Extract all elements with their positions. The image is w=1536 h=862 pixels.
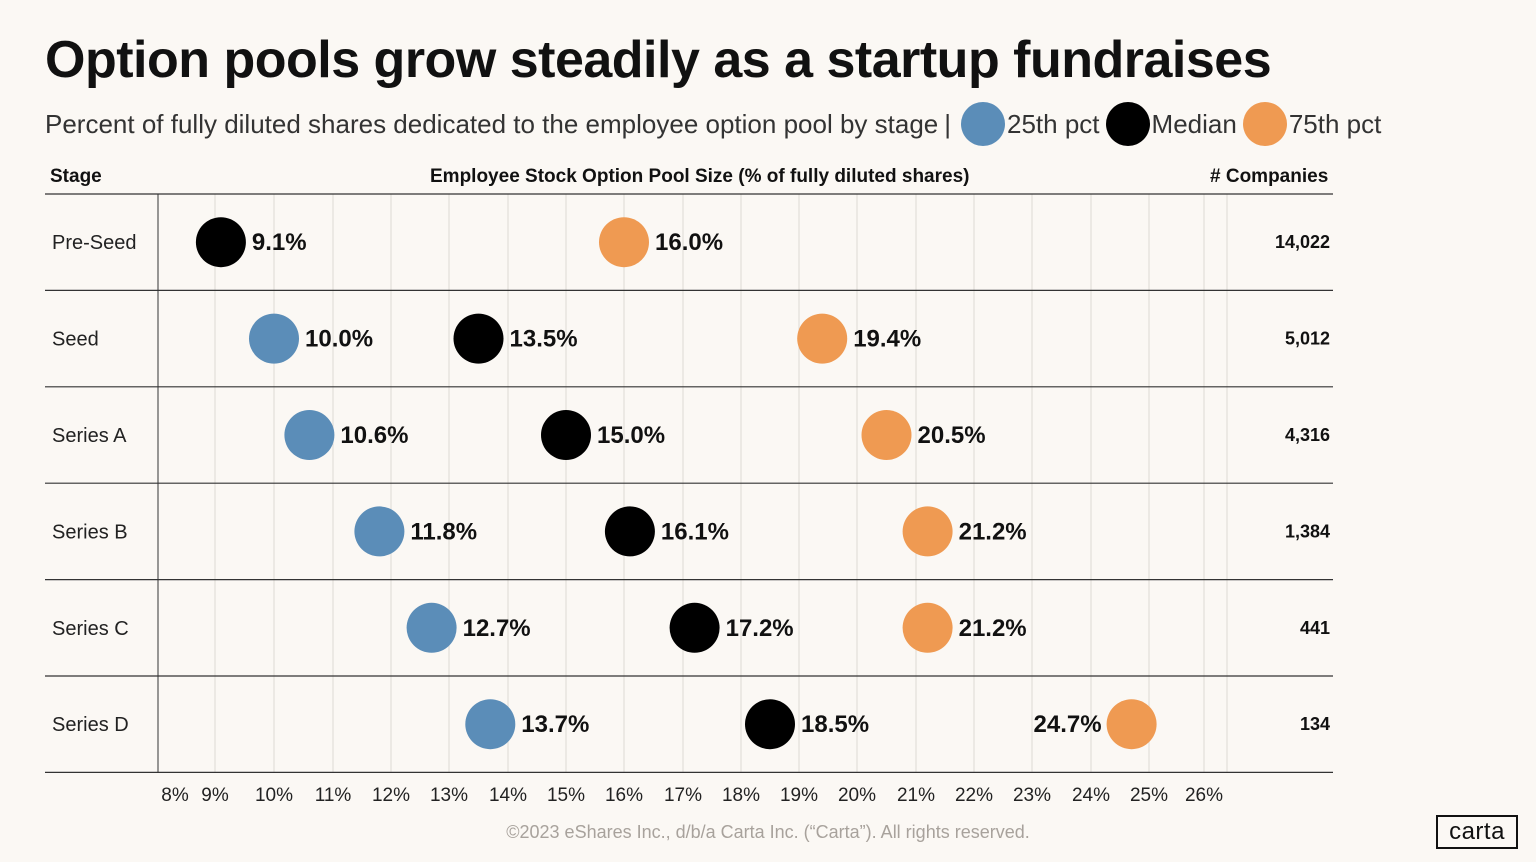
companies-count: 1,384	[1285, 521, 1330, 541]
x-tick-label: 25%	[1130, 785, 1168, 806]
legend-item-75th: 75th pct	[1242, 102, 1382, 146]
x-tick-label: 8%	[161, 785, 189, 806]
legend-dot-median	[1105, 102, 1150, 146]
data-point	[284, 410, 335, 460]
stage-label: Pre-Seed	[52, 232, 137, 254]
data-label: 12.7%	[463, 615, 531, 642]
x-tick-label: 17%	[664, 785, 702, 806]
stage-label: Series C	[52, 618, 129, 640]
companies-count: 4,316	[1285, 425, 1330, 445]
x-tick-label: 19%	[780, 785, 818, 806]
copyright-footer: ©2023 eShares Inc., d/b/a Carta Inc. (“C…	[506, 822, 1030, 842]
legend-label-75th: 75th pct	[1288, 108, 1382, 139]
data-label: 24.7%	[1034, 711, 1102, 738]
stage-label: Series B	[52, 521, 128, 543]
stage-label: Series A	[52, 425, 127, 447]
x-tick-label: 15%	[547, 785, 585, 806]
data-point	[1106, 699, 1157, 750]
companies-count: 5,012	[1285, 329, 1330, 349]
data-label: 13.7%	[521, 711, 589, 738]
data-label: 10.0%	[305, 326, 373, 353]
data-label: 10.6%	[340, 422, 408, 449]
subtitle-separator: |	[944, 108, 952, 139]
data-label: 9.1%	[252, 229, 307, 256]
data-label: 18.5%	[801, 711, 869, 738]
x-tick-label: 10%	[255, 785, 293, 806]
data-label: 19.4%	[853, 326, 921, 353]
data-point	[745, 699, 795, 750]
data-point	[604, 506, 655, 557]
data-label: 11.8%	[410, 518, 477, 545]
data-label: 17.2%	[726, 615, 794, 642]
data-label: 16.0%	[655, 229, 723, 256]
chart-title: Option pools grow steadily as a startup …	[45, 31, 1272, 89]
data-point	[249, 313, 299, 364]
legend-label-median: Median	[1151, 108, 1237, 139]
data-point	[465, 699, 516, 750]
subtitle-text: Percent of fully diluted shares dedicate…	[45, 108, 939, 139]
data-point	[195, 217, 246, 268]
x-tick-label: 14%	[489, 785, 527, 806]
data-point	[861, 410, 912, 460]
x-tick-label: 18%	[722, 785, 760, 806]
data-point	[797, 313, 848, 364]
companies-count: 134	[1300, 714, 1330, 734]
data-point	[669, 602, 720, 653]
x-tick-label: 16%	[605, 785, 643, 806]
x-tick-label: 11%	[315, 785, 352, 806]
data-label: 16.1%	[661, 518, 729, 545]
companies-count: 14,022	[1275, 232, 1330, 252]
legend-dot-75th	[1242, 102, 1287, 146]
companies-column-header: # Companies	[1210, 166, 1329, 187]
x-tick-label: 26%	[1185, 785, 1223, 806]
x-tick-label: 21%	[897, 785, 935, 806]
data-label: 13.5%	[510, 326, 578, 353]
x-tick-label: 9%	[201, 785, 229, 806]
data-label: 21.2%	[959, 518, 1027, 545]
axis-column-header: Employee Stock Option Pool Size (% of fu…	[430, 166, 970, 187]
x-tick-label: 24%	[1072, 785, 1110, 806]
carta-logo: carta	[1436, 815, 1518, 849]
data-point	[902, 506, 953, 557]
x-tick-label: 20%	[838, 785, 876, 806]
data-point	[406, 602, 457, 653]
x-tick-label: 13%	[430, 785, 468, 806]
chart-subtitle: Percent of fully diluted shares dedicate…	[45, 102, 1387, 146]
data-point	[599, 217, 649, 268]
legend-item-25th: 25th pct	[961, 102, 1100, 146]
data-label: 15.0%	[597, 422, 665, 449]
data-point	[354, 506, 405, 557]
data-point	[541, 410, 591, 460]
legend-label-25th: 25th pct	[1007, 108, 1100, 139]
x-tick-label: 22%	[955, 785, 993, 806]
legend-dot-25th	[961, 102, 1006, 146]
stage-label: Series D	[52, 714, 129, 736]
stage-label: Seed	[52, 329, 99, 351]
data-point	[453, 313, 504, 364]
data-point	[902, 602, 953, 653]
companies-count: 441	[1300, 618, 1330, 638]
x-tick-label: 12%	[372, 785, 410, 806]
legend-item-median: Median	[1105, 102, 1237, 146]
stage-column-header: Stage	[50, 166, 102, 187]
data-label: 20.5%	[918, 422, 986, 449]
x-tick-label: 23%	[1013, 785, 1051, 806]
data-label: 21.2%	[959, 615, 1027, 642]
